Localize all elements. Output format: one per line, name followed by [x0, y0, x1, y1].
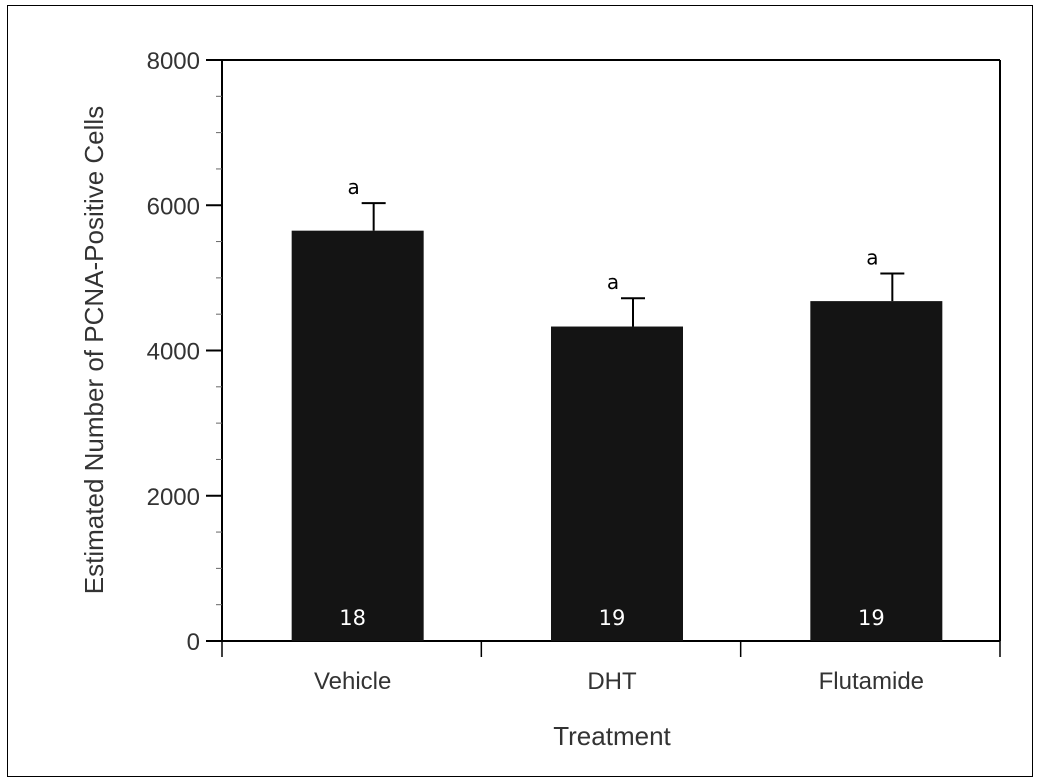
- axes: 0 2000 4000 6000 8000: [147, 48, 1001, 657]
- bars: a 18 Vehicle a 19 DHT a 19 Flutamide: [291, 175, 943, 695]
- y-tick-label: 0: [187, 629, 200, 656]
- x-tick-label: DHT: [587, 668, 637, 695]
- sample-size-label: 18: [339, 606, 366, 630]
- y-tick-label: 8000: [147, 48, 200, 75]
- bar: [291, 230, 424, 641]
- significance-label: a: [348, 175, 360, 199]
- significance-label: a: [866, 246, 878, 270]
- x-axis-title: Treatment: [553, 721, 671, 751]
- significance-label: a: [607, 270, 619, 294]
- x-tick-label: Flutamide: [819, 668, 924, 695]
- sample-size-label: 19: [599, 606, 626, 630]
- y-axis-title: Estimated Number of PCNA-Positive Cells: [79, 106, 109, 594]
- bar: [810, 301, 943, 641]
- sample-size-label: 19: [858, 606, 885, 630]
- bar: [551, 326, 683, 641]
- y-tick-label: 6000: [147, 193, 200, 220]
- y-tick-label: 2000: [147, 484, 200, 511]
- y-tick-label: 4000: [147, 339, 200, 366]
- x-tick-label: Vehicle: [314, 668, 391, 695]
